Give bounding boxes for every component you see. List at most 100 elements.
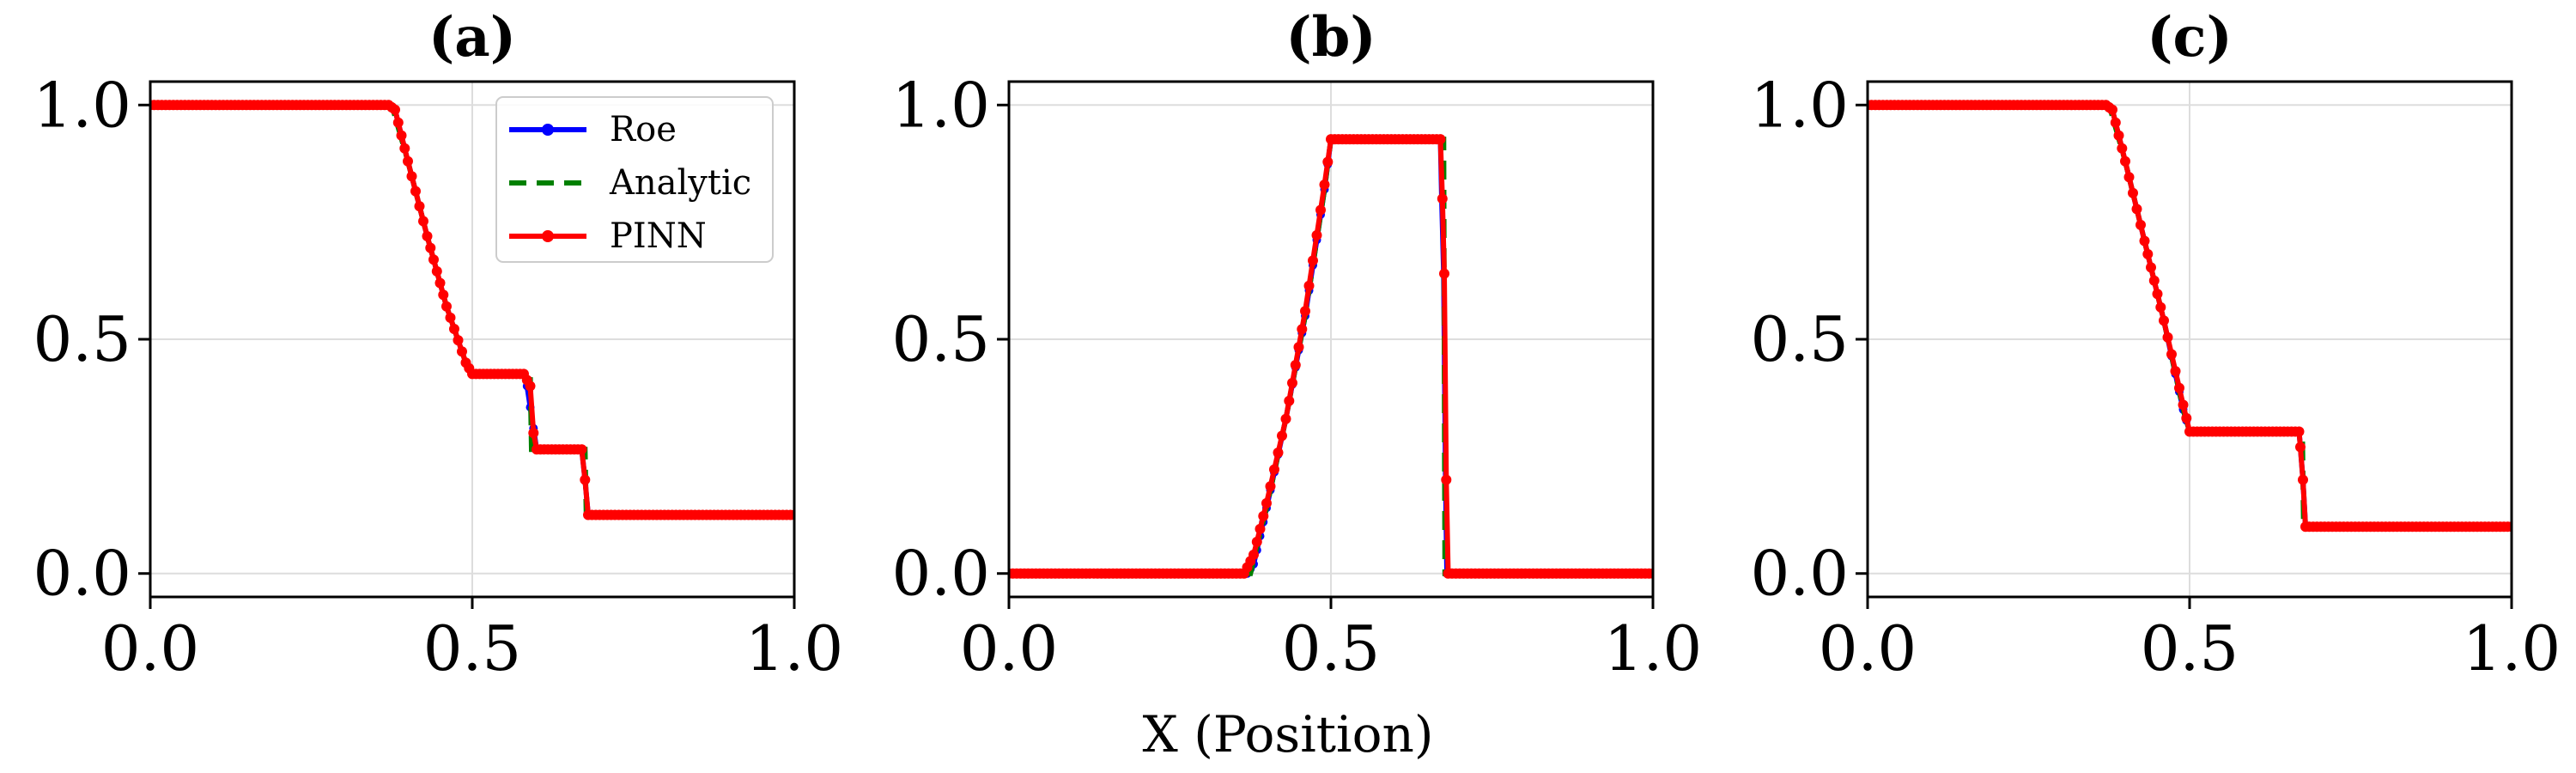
panel-c: 0.0 0.5 1.0 0.0 0.5 1.0 (c) — [1750, 5, 2561, 685]
series-pinn-point — [1273, 447, 1284, 458]
series-pinn-point — [2123, 172, 2135, 183]
series-pinn-point — [2181, 412, 2192, 423]
series-pinn-point — [2113, 130, 2124, 141]
series-pinn-point — [2110, 117, 2121, 128]
series-pinn-point — [1439, 268, 1449, 279]
series-pinn-point — [2159, 315, 2169, 326]
series-pinn-point — [1261, 497, 1272, 508]
series-pinn-point — [2131, 204, 2142, 215]
series-pinn-point — [392, 117, 404, 128]
series-pinn-point — [449, 324, 459, 334]
y-tick-label: 0.0 — [1750, 538, 1849, 610]
x-tick-label: 0.5 — [1282, 612, 1381, 685]
x-tick-label: 0.0 — [101, 612, 200, 685]
series-pinn-point — [457, 346, 467, 357]
series-pinn-point — [1300, 306, 1310, 317]
series-pinn-point — [1293, 342, 1304, 353]
series-pinn-point — [2142, 248, 2154, 259]
series-pinn-point — [396, 130, 407, 141]
legend-label-roe: Roe — [610, 110, 677, 149]
series-pinn-point — [2174, 382, 2184, 393]
series-pinn-point — [1441, 474, 1452, 485]
series-pinn-point — [1277, 430, 1287, 441]
series-pinn-point — [431, 265, 442, 277]
series-pinn-point — [1311, 229, 1322, 240]
series-pinn-point — [580, 474, 591, 485]
series-pinn-point — [2120, 155, 2130, 167]
series-pinn-point — [1255, 523, 1266, 534]
series-pinn-point — [425, 242, 436, 253]
series-pinn-point — [2139, 235, 2150, 247]
legend: Roe Analytic PINN — [495, 96, 774, 263]
panel-title: (c) — [2147, 5, 2233, 70]
series-pinn-point — [445, 312, 456, 323]
series-pinn-point — [525, 380, 536, 392]
series-pinn-point — [438, 289, 449, 301]
series-pinn-point — [410, 186, 421, 197]
series-pinn-point — [1251, 536, 1262, 547]
series-pinn-point — [1297, 324, 1308, 335]
series-pinn-point — [576, 444, 587, 455]
x-tick-label: 0.0 — [1819, 612, 1917, 685]
y-tick-label: 0.0 — [33, 538, 131, 610]
y-tick-label: 0.0 — [891, 538, 990, 610]
series-pinn-point — [2178, 399, 2189, 411]
x-tick-label: 1.0 — [2463, 612, 2561, 685]
series-pinn-point — [2117, 143, 2128, 154]
series-pinn-point — [2162, 332, 2173, 343]
legend-label-analytic: Analytic — [609, 163, 751, 203]
series-pinn-point — [2107, 104, 2117, 115]
y-tick-label: 0.5 — [33, 303, 131, 375]
series-pinn-point — [2136, 219, 2146, 230]
series-pinn-point — [1315, 204, 1326, 216]
series-pinn-point — [1265, 481, 1276, 492]
panel-title: (b) — [1285, 5, 1376, 70]
series-pinn-point — [2152, 289, 2163, 300]
series-group — [150, 100, 794, 520]
x-tick-label: 1.0 — [745, 612, 844, 685]
series-pinn-point — [1280, 413, 1291, 424]
y-tick-label: 1.0 — [1750, 69, 1849, 141]
series-pinn-point — [434, 277, 446, 289]
series-pinn-point — [528, 428, 539, 439]
series-pinn-point — [1319, 180, 1330, 190]
series-pinn-point — [2128, 187, 2138, 198]
series-pinn-point — [1287, 377, 1297, 388]
series-pinn-point — [1290, 360, 1301, 370]
x-tick-label: 0.0 — [960, 612, 1059, 685]
series-pinn-point — [403, 155, 413, 167]
series-pinn-point — [2293, 426, 2305, 437]
x-tick-label: 1.0 — [1604, 612, 1703, 685]
series-pinn-point — [2166, 349, 2177, 360]
series-pinn-point — [441, 301, 452, 312]
x-tick-label: 0.5 — [2141, 612, 2239, 685]
legend-label-pinn: PINN — [610, 216, 707, 256]
series-pinn-point — [2298, 474, 2308, 485]
series-pinn-point — [1303, 280, 1315, 291]
series-pinn-point — [1284, 395, 1295, 406]
panel-a: 0.0 0.5 1.0 0.0 0.5 1.0 (a) Roe Analytic PINN — [33, 5, 843, 685]
series-pinn-point — [1308, 255, 1318, 266]
legend-marker-pinn — [542, 230, 554, 242]
series-pinn-point — [390, 104, 400, 115]
x-tick-label: 0.5 — [423, 612, 522, 685]
series-pinn-point — [2170, 366, 2181, 377]
series-pinn-point — [2148, 275, 2160, 286]
legend-box — [495, 96, 774, 263]
series-pinn-point — [2295, 441, 2306, 453]
panel-b: 0.0 0.5 1.0 0.0 0.5 1.0 (b) — [891, 5, 1702, 685]
series-pinn-point — [1435, 134, 1446, 145]
series-pinn-point — [422, 231, 433, 241]
series-pinn-point — [1322, 156, 1334, 167]
legend-marker-roe — [542, 124, 554, 136]
series-pinn-point — [406, 171, 417, 182]
series-pinn-point — [1258, 510, 1269, 521]
series-pinn-point — [2155, 301, 2166, 313]
series-group — [1868, 100, 2512, 533]
series-pinn-point — [1249, 549, 1259, 560]
y-tick-label: 1.0 — [33, 69, 131, 141]
figure-xlabel: X (Position) — [1142, 705, 1433, 764]
series-pinn-point — [399, 143, 410, 154]
series-pinn-point — [428, 254, 439, 265]
